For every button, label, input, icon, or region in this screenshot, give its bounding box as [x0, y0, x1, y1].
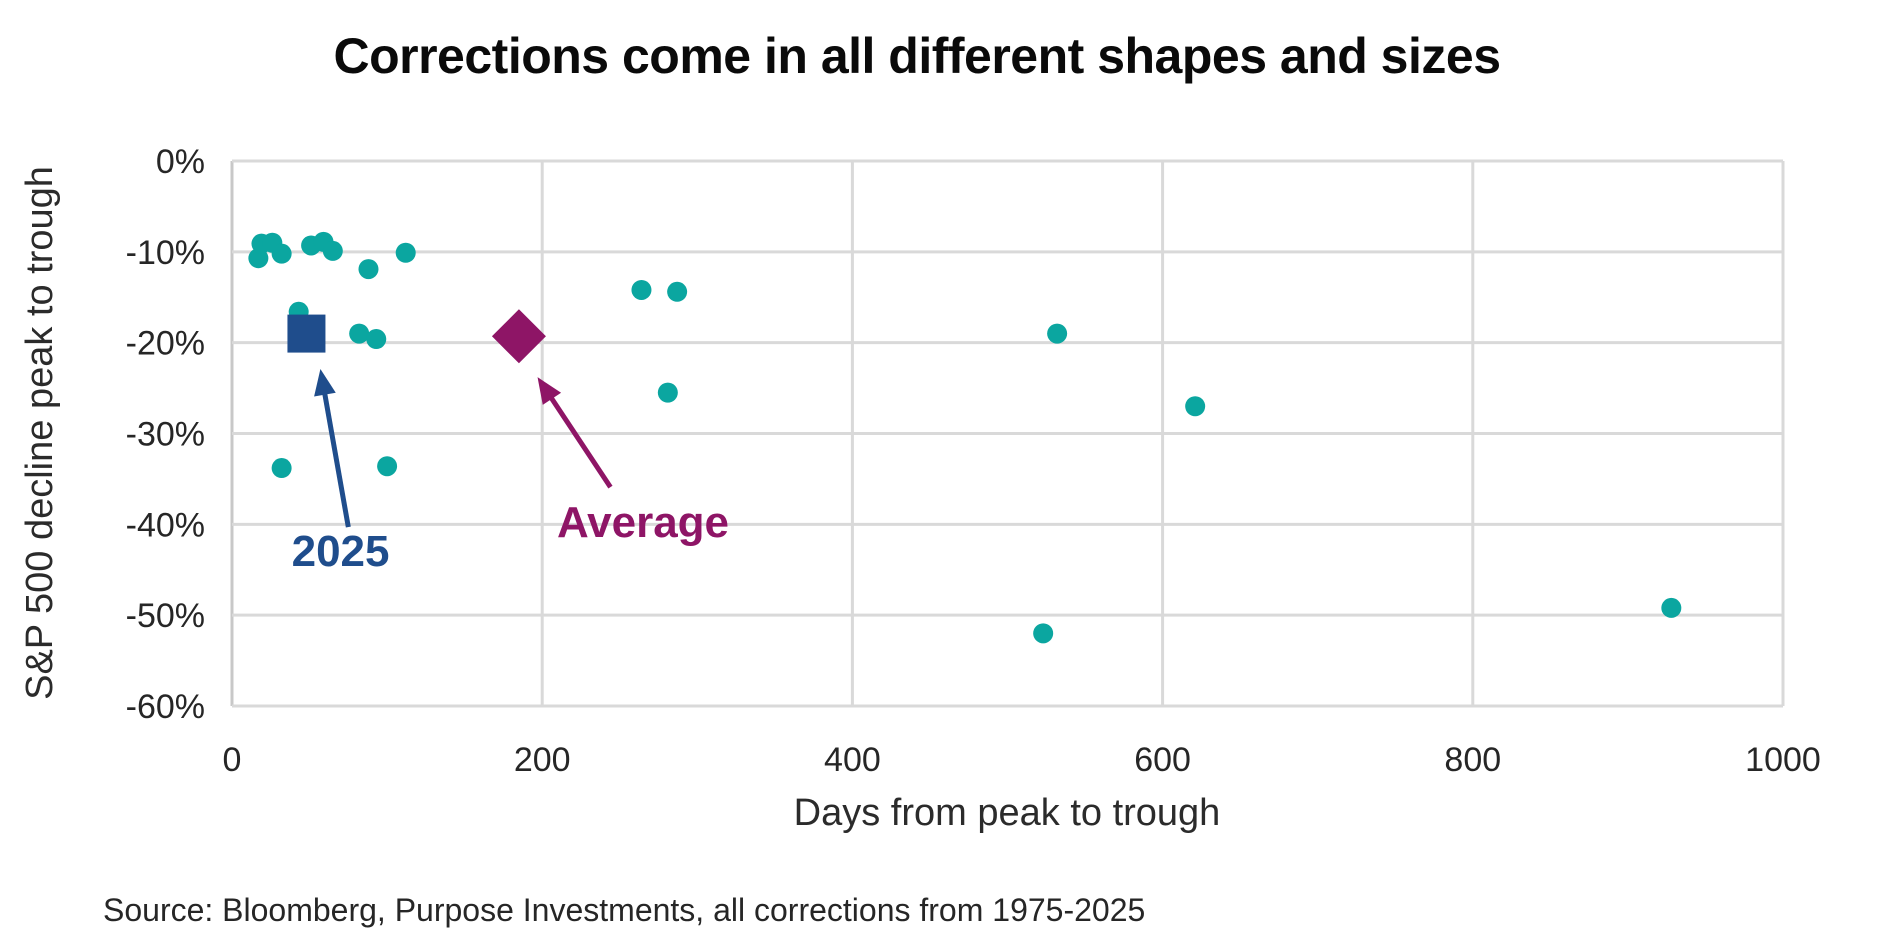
y-tick-label: -30% [126, 416, 205, 454]
annotation-arrow-head [537, 377, 562, 405]
scatter-point-2025-square [287, 314, 326, 353]
scatter-point [657, 382, 678, 403]
x-tick-label: 800 [1444, 741, 1501, 779]
data-points [248, 231, 1682, 644]
annotation-arrow-line [321, 390, 351, 528]
scatter-point-average-diamond [491, 309, 546, 364]
scatter-point [631, 279, 652, 300]
scatter-point [1661, 597, 1682, 618]
tick-labels: 0 200 400 600 800 1000 0% -10% -20% -30% -40% -50% -… [126, 143, 1821, 779]
annotation-average-label: Average [557, 498, 729, 547]
scatter-point [349, 323, 370, 344]
source-note: Source: Bloomberg, Purpose Investments, … [103, 892, 1145, 928]
scatter-point [1185, 396, 1206, 417]
y-tick-label: -60% [126, 688, 205, 726]
scatter-point [377, 456, 398, 477]
scatter-point [1047, 323, 1068, 344]
y-tick-label: 0% [156, 143, 205, 181]
annotation-2025-label: 2025 [292, 527, 390, 576]
scatter-point [271, 458, 292, 479]
scatter-point [667, 281, 688, 302]
scatter-point [271, 243, 292, 264]
x-tick-label: 600 [1134, 741, 1191, 779]
scatter-point [1033, 623, 1054, 644]
scatter-point [395, 242, 416, 263]
scatter-point [358, 259, 379, 280]
annotation-arrow-head [314, 369, 336, 397]
x-tick-label: 0 [223, 741, 242, 779]
y-axis-title: S&P 500 decline peak to trough [19, 166, 61, 700]
x-tick-label: 200 [514, 741, 571, 779]
annotation-arrows [314, 369, 613, 528]
y-tick-label: -40% [126, 506, 205, 544]
y-tick-label: -50% [126, 597, 205, 635]
y-tick-label: -10% [126, 234, 205, 272]
x-tick-label: 1000 [1745, 741, 1821, 779]
x-axis-title: Days from peak to trough [794, 792, 1221, 834]
chart-title: Corrections come in all different shapes… [333, 28, 1500, 84]
scatter-point [366, 329, 387, 350]
scatter-point [322, 240, 343, 261]
gridlines [230, 159, 1785, 708]
y-tick-label: -20% [126, 325, 205, 363]
annotation-arrow-line [547, 394, 613, 489]
x-tick-label: 400 [824, 741, 881, 779]
